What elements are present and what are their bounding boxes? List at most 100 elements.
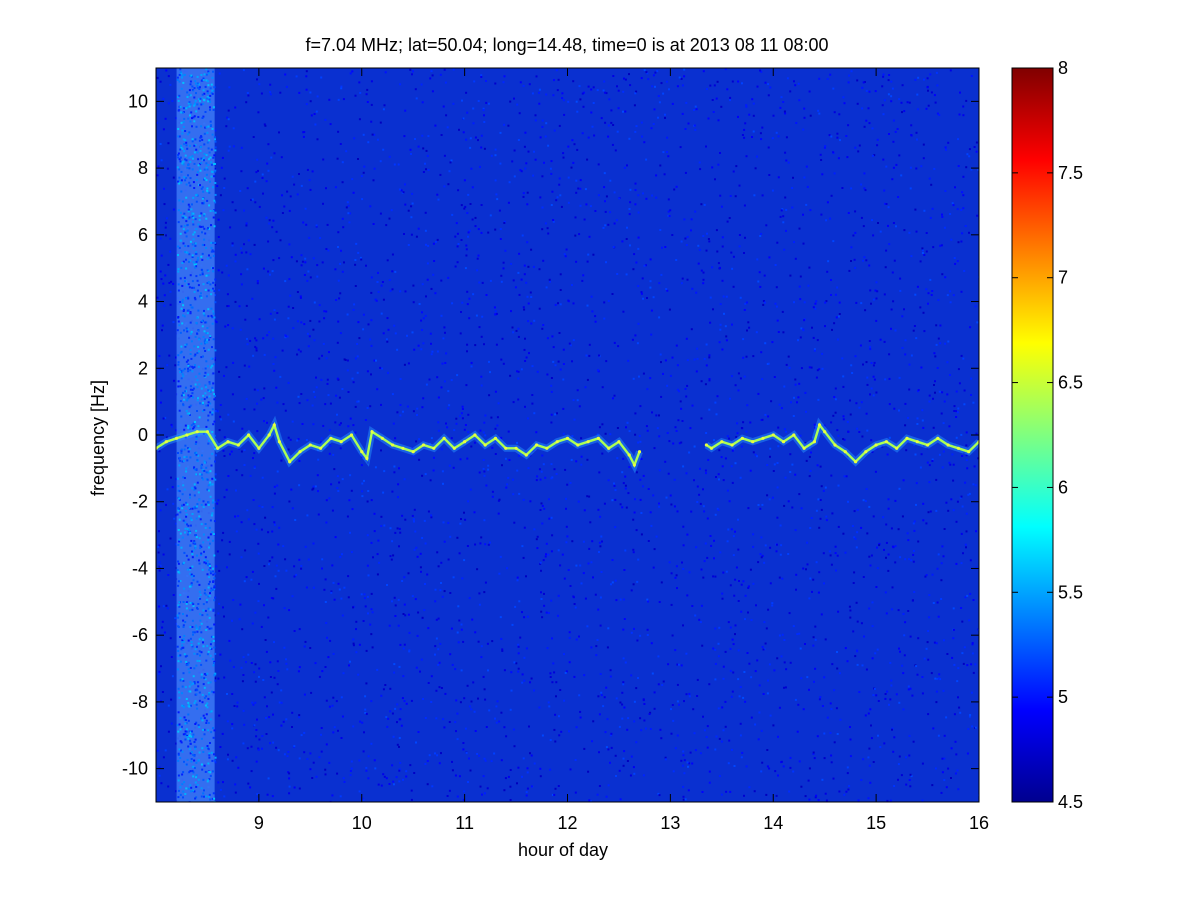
band-speck [177, 363, 180, 366]
noise-speck [774, 302, 777, 305]
noise-speck [526, 295, 529, 298]
noise-speck [516, 579, 519, 582]
noise-speck [167, 785, 170, 788]
noise-speck [713, 84, 716, 87]
noise-speck [662, 92, 665, 95]
noise-speck [868, 555, 871, 558]
noise-speck [708, 683, 711, 686]
noise-speck [172, 502, 175, 505]
band-speck [213, 86, 216, 89]
noise-speck [275, 587, 278, 590]
noise-speck [622, 310, 625, 313]
noise-speck [860, 526, 863, 529]
band-speck [177, 562, 180, 565]
noise-speck [213, 168, 216, 170]
noise-speck [299, 350, 302, 353]
noise-speck [909, 687, 912, 690]
noise-speck [411, 595, 414, 598]
noise-speck [623, 166, 626, 169]
noise-speck [448, 789, 451, 792]
noise-speck [863, 81, 866, 83]
noise-speck [170, 437, 173, 440]
noise-speck [685, 244, 688, 246]
noise-speck [965, 99, 968, 102]
noise-speck [573, 603, 576, 605]
noise-speck [477, 139, 479, 142]
noise-speck [687, 789, 690, 792]
noise-speck [758, 684, 761, 687]
noise-speck [437, 421, 440, 424]
noise-speck [414, 598, 417, 601]
noise-speck [708, 240, 711, 243]
band-speck [177, 616, 180, 619]
noise-speck [360, 175, 363, 178]
noise-speck [460, 628, 463, 631]
noise-speck [268, 716, 271, 719]
noise-speck [504, 457, 507, 460]
band-speck [208, 692, 211, 695]
noise-speck [167, 75, 170, 78]
noise-speck [438, 661, 441, 664]
noise-speck [220, 418, 223, 421]
noise-speck [517, 670, 520, 673]
noise-speck [876, 144, 879, 147]
noise-speck [676, 364, 679, 367]
noise-speck [172, 282, 175, 285]
noise-speck [600, 117, 603, 120]
noise-speck [940, 562, 943, 565]
noise-speck [892, 300, 895, 303]
noise-speck [298, 714, 301, 717]
noise-speck [940, 412, 943, 415]
noise-speck [518, 600, 521, 603]
noise-speck [575, 260, 578, 263]
noise-speck [934, 767, 937, 770]
noise-speck [396, 527, 399, 530]
noise-speck [686, 761, 689, 764]
band-speck [181, 262, 184, 264]
noise-speck [830, 761, 833, 764]
band-speck [184, 130, 187, 132]
noise-speck [366, 101, 369, 103]
noise-speck [434, 645, 437, 648]
noise-speck [747, 611, 749, 614]
noise-speck [459, 332, 462, 335]
noise-speck [575, 179, 578, 182]
noise-speck [347, 204, 350, 207]
noise-speck [854, 231, 857, 234]
noise-speck [703, 203, 706, 206]
noise-speck [530, 248, 533, 251]
noise-speck [782, 331, 785, 334]
noise-speck [494, 427, 497, 430]
noise-speck [516, 103, 519, 106]
noise-speck [796, 633, 799, 636]
noise-speck [886, 453, 889, 456]
noise-speck [497, 402, 500, 405]
noise-speck [740, 445, 743, 448]
noise-speck [930, 672, 933, 675]
noise-speck [273, 309, 276, 312]
noise-speck [566, 483, 569, 486]
noise-speck [935, 642, 938, 645]
noise-speck [660, 737, 663, 740]
noise-speck [400, 189, 403, 192]
noise-speck [555, 199, 558, 202]
noise-speck [465, 244, 468, 247]
noise-speck [355, 242, 358, 245]
noise-speck [404, 109, 407, 112]
noise-speck [753, 194, 756, 197]
noise-speck [375, 299, 378, 302]
noise-speck [441, 470, 444, 473]
noise-speck [721, 706, 724, 709]
noise-speck [879, 230, 882, 233]
noise-speck [934, 677, 937, 680]
noise-speck [715, 97, 718, 100]
noise-speck [664, 359, 667, 362]
noise-speck [628, 430, 631, 433]
noise-speck [934, 380, 936, 383]
noise-speck [623, 77, 625, 80]
band-speck [191, 388, 194, 391]
noise-speck [890, 80, 893, 83]
noise-speck [267, 616, 270, 619]
noise-speck [333, 726, 336, 729]
noise-speck [640, 292, 643, 295]
